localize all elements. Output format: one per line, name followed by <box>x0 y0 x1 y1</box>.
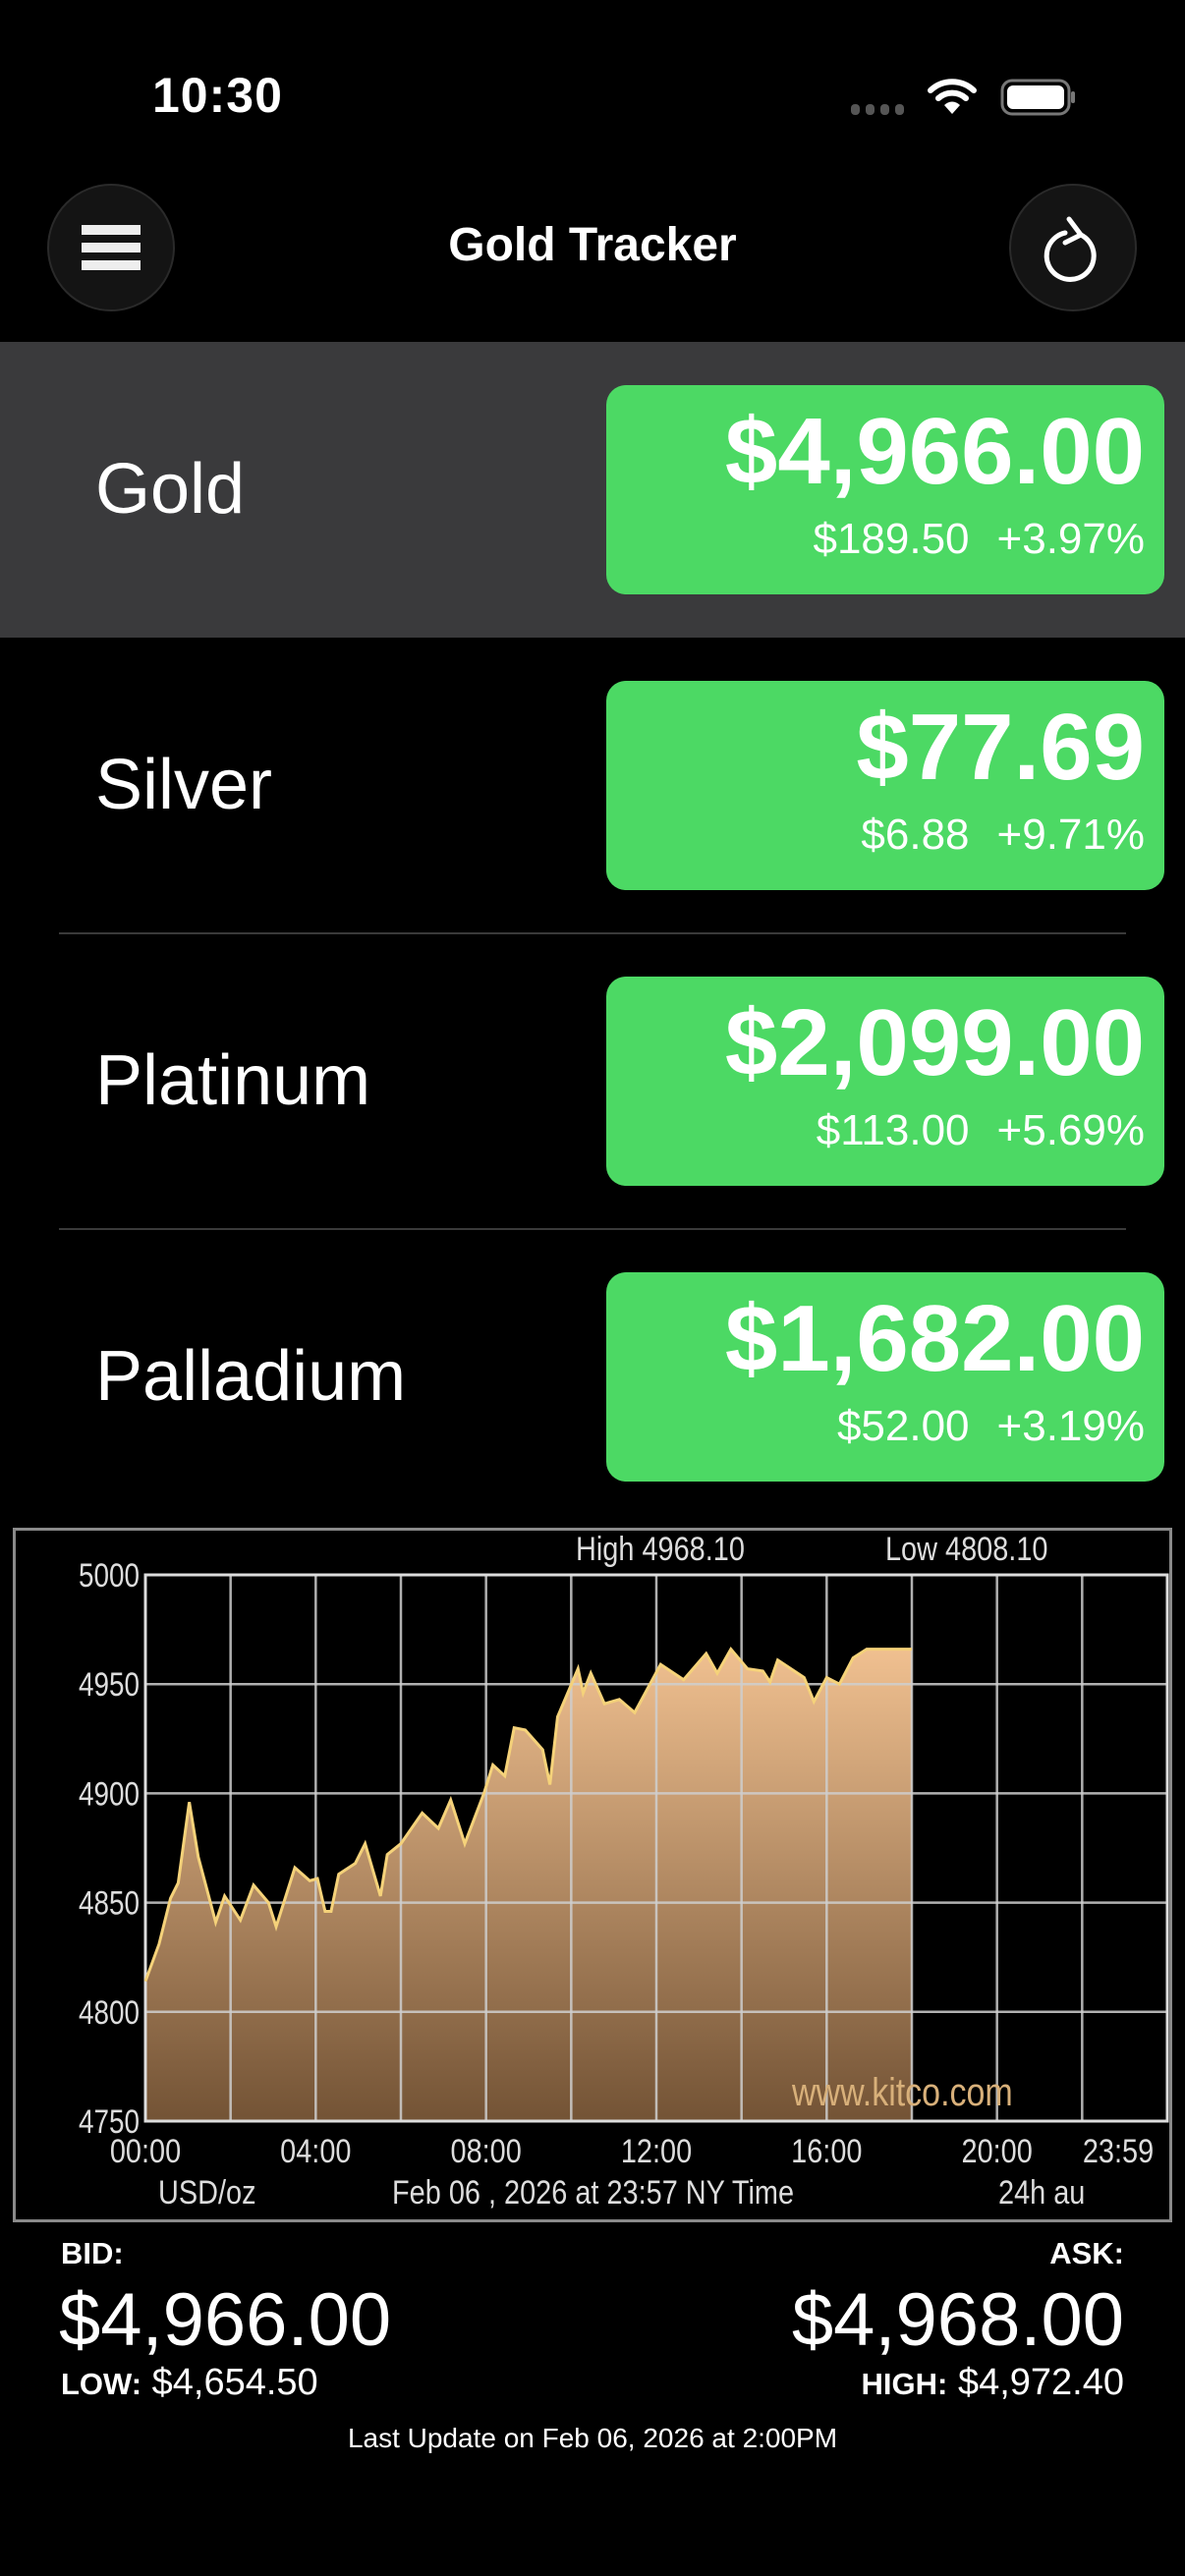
x-tick-label: 23:59 <box>1083 2132 1154 2170</box>
chart-date-label: Feb 06 , 2026 at 23:57 NY Time <box>392 2173 794 2212</box>
y-tick-label: 4750 <box>79 2102 140 2140</box>
metal-name: Silver <box>95 746 273 824</box>
chart-watermark: www.kitco.com <box>791 2069 1013 2113</box>
hamburger-menu-icon <box>82 225 141 270</box>
y-tick-label: 4800 <box>79 1993 140 2031</box>
x-tick-label: 00:00 <box>110 2132 181 2170</box>
price-change: $189.50 <box>813 515 970 563</box>
ask-label: ASK: <box>1049 2236 1124 2270</box>
price-badge[interactable]: $2,099.00 $113.00 +5.69% <box>606 977 1164 1186</box>
last-update: Last Update on Feb 06, 2026 at 2:00PM <box>347 2423 838 2453</box>
metal-name: Gold <box>95 450 246 529</box>
metal-price: $1,682.00 <box>724 1286 1145 1391</box>
price-badge[interactable]: $77.69 $6.88 +9.71% <box>606 681 1164 890</box>
low-label: LOW: <box>61 2367 142 2401</box>
bid-price: $4,966.00 <box>59 2278 392 2362</box>
x-tick-label: 20:00 <box>962 2132 1033 2170</box>
menu-button[interactable] <box>47 184 175 311</box>
price-area <box>145 1649 912 2121</box>
price-change: $6.88 <box>861 811 970 859</box>
high-price: $4,972.40 <box>957 2362 1124 2403</box>
wifi-icon <box>928 79 977 114</box>
y-tick-label: 4900 <box>79 1775 140 1813</box>
metal-row-gold[interactable]: Gold $4,966.00 $189.50 +3.97% <box>0 342 1185 638</box>
row-divider <box>59 1228 1126 1230</box>
price-chart: 5000 4950 4900 4850 4800 4750 00:00 04:00 08:00 1… <box>13 1528 1172 2222</box>
metal-row-palladium[interactable]: Palladium $1,682.00 $52.00 +3.19% <box>0 1229 1185 1525</box>
price-change: $113.00 <box>816 1106 970 1154</box>
x-tick-label: 04:00 <box>280 2132 351 2170</box>
status-time: 10:30 <box>152 68 283 123</box>
chart-low-label: Low 4808.10 <box>885 1531 1047 1568</box>
metal-row-silver[interactable]: Silver $77.69 $6.88 +9.71% <box>0 638 1185 933</box>
low-value: LOW: $4,654.50 <box>61 2362 318 2404</box>
metal-name: Palladium <box>95 1337 407 1416</box>
y-tick-label: 4950 <box>79 1666 140 1704</box>
ask-price: $4,968.00 <box>791 2278 1124 2362</box>
battery-icon <box>1000 79 1075 116</box>
metal-price: $77.69 <box>856 695 1145 800</box>
signal-icon <box>851 104 904 115</box>
price-line <box>143 1647 912 1983</box>
row-divider <box>59 932 1126 934</box>
x-tick-label: 16:00 <box>791 2132 862 2170</box>
plot-border <box>143 1573 1169 2123</box>
refresh-button[interactable] <box>1009 184 1137 311</box>
percent-change: +5.69% <box>996 1106 1145 1154</box>
y-tick-label: 5000 <box>79 1556 140 1594</box>
chart-range-label: 24h au <box>998 2173 1085 2212</box>
low-price: $4,654.50 <box>151 2362 318 2403</box>
chart-high-label: High 4968.10 <box>576 1531 745 1568</box>
price-change: $52.00 <box>836 1402 970 1450</box>
x-tick-label: 12:00 <box>621 2132 692 2170</box>
chart-unit-label: USD/oz <box>158 2173 256 2212</box>
percent-change: +3.19% <box>996 1402 1145 1450</box>
metal-price: $2,099.00 <box>724 990 1145 1095</box>
y-tick-label: 4850 <box>79 1884 140 1922</box>
price-badge[interactable]: $1,682.00 $52.00 +3.19% <box>606 1272 1164 1482</box>
high-label: HIGH: <box>861 2367 948 2401</box>
metal-name: Platinum <box>95 1041 371 1120</box>
page-title: Gold Tracker <box>448 219 737 271</box>
percent-change: +9.71% <box>996 811 1145 859</box>
price-badge[interactable]: $4,966.00 $189.50 +3.97% <box>606 385 1164 594</box>
bid-label: BID: <box>61 2236 124 2270</box>
high-value: HIGH: $4,972.40 <box>862 2362 1124 2404</box>
percent-change: +3.97% <box>996 515 1145 563</box>
x-tick-label: 08:00 <box>451 2132 522 2170</box>
metal-price: $4,966.00 <box>724 399 1145 504</box>
refresh-icon <box>1044 216 1097 282</box>
metal-row-platinum[interactable]: Platinum $2,099.00 $113.00 +5.69% <box>0 933 1185 1229</box>
